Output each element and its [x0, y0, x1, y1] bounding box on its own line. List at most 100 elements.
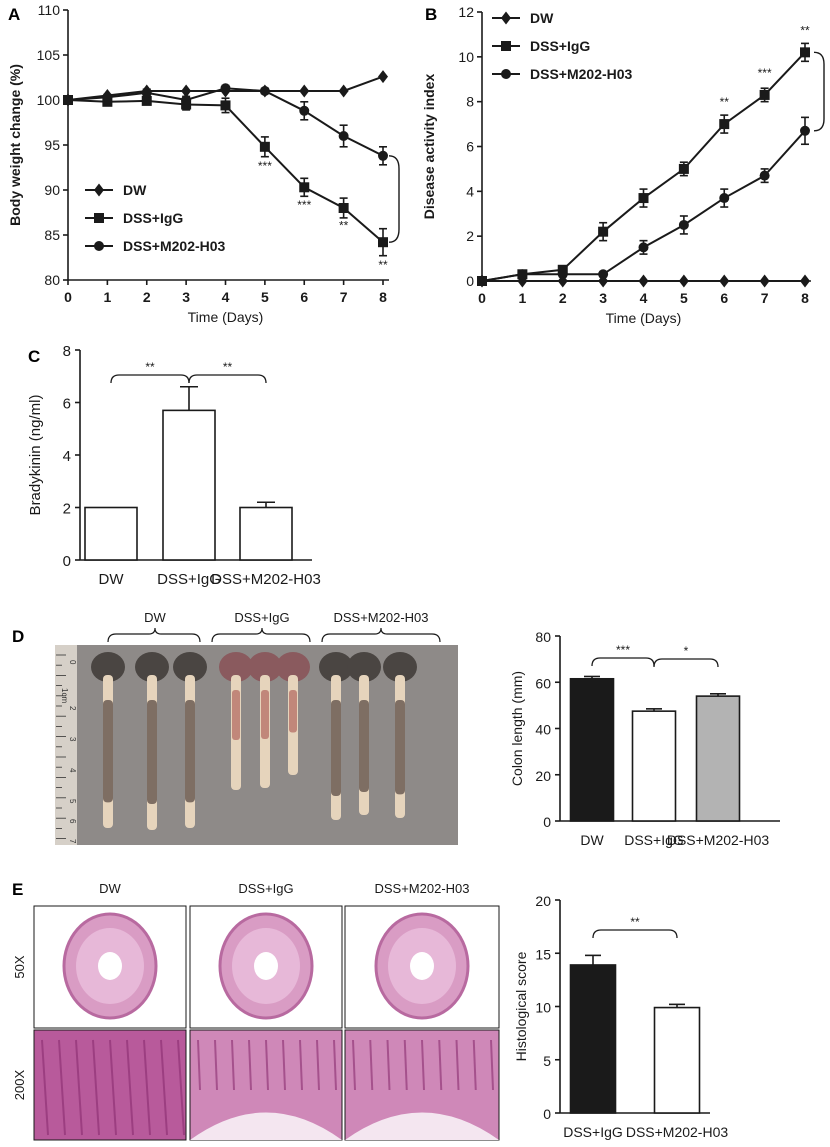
y-tick-label: 0 [466, 273, 474, 289]
diamond-marker [299, 84, 310, 98]
square-marker [638, 193, 649, 204]
crypt [455, 1039, 460, 1091]
y-tick-label: 15 [535, 946, 551, 962]
ruler-number: 0 [68, 660, 77, 665]
x-axis-title: Time (Days) [188, 309, 264, 325]
square-marker [378, 237, 388, 248]
circle-marker [259, 86, 270, 96]
y-tick-label: 6 [63, 396, 71, 413]
y-tick-label: 10 [458, 49, 474, 65]
group-bracket [211, 627, 311, 643]
crypt [126, 1039, 134, 1136]
fecal-content [147, 700, 157, 804]
y-tick-label: 95 [44, 137, 60, 153]
bar [84, 506, 138, 561]
significance-label: ** [378, 258, 388, 272]
circle-marker [678, 219, 689, 230]
fecal-content [359, 700, 369, 792]
panel-label-e: E [12, 880, 23, 899]
x-tick-label: 6 [300, 289, 308, 305]
square-marker [678, 163, 689, 174]
diamond-marker [501, 11, 511, 25]
x-tick-label: 8 [379, 289, 387, 305]
x-tick-label: 7 [340, 289, 348, 305]
x-tick-label: 3 [182, 289, 190, 305]
crypt [109, 1039, 117, 1136]
lumen [98, 952, 122, 980]
significance-bracket [653, 658, 719, 668]
significance-bracket [592, 929, 678, 939]
x-tick-label: DSS+IgG [157, 571, 221, 588]
y-tick-label: 10 [535, 1000, 551, 1016]
inflamed-segment [289, 690, 297, 733]
bar [239, 506, 293, 561]
circle-marker [299, 105, 310, 116]
diamond-marker [800, 274, 810, 288]
circle-marker [501, 69, 511, 79]
lumen-area [345, 1112, 499, 1140]
crypt [333, 1039, 337, 1091]
y-tick-label: 5 [543, 1053, 551, 1069]
square-marker [759, 89, 770, 100]
diamond-marker [678, 274, 689, 288]
colon-specimens [91, 652, 417, 830]
x-tick-label: 8 [801, 290, 809, 306]
significance-label: ** [720, 95, 730, 109]
x-tick-label: 1 [518, 290, 526, 306]
x-tick-label: 7 [761, 290, 769, 306]
crypt [472, 1039, 477, 1091]
y-tick-label: 80 [44, 272, 60, 288]
column-label: DW [99, 881, 121, 896]
fecal-content [103, 700, 113, 803]
crypt [369, 1039, 374, 1091]
diamond-marker [94, 183, 104, 197]
y-axis-title: Body weight change (%) [7, 64, 23, 226]
ruler-ticks: 0 2 3 4 5 6 7 [56, 654, 77, 844]
significance-label: ** [223, 360, 233, 374]
significance-bracket [110, 374, 190, 384]
circle-marker [759, 170, 770, 181]
panel-label-b: B [425, 5, 437, 24]
crypt [143, 1039, 151, 1136]
group-bracket [107, 627, 201, 643]
x-tick-label: 4 [640, 290, 648, 306]
significance-label: *** [758, 66, 772, 80]
series-dss-m202-h03 [477, 116, 810, 286]
y-tick-label: 85 [44, 227, 60, 243]
diamond-marker [759, 274, 770, 288]
cecum [383, 652, 417, 682]
column-label: DSS+IgG [238, 881, 293, 896]
square-marker [94, 213, 104, 223]
y-tick-label: 105 [37, 47, 61, 63]
y-tick-label: 0 [63, 553, 71, 570]
significance-bracket [591, 657, 655, 667]
ruler-number: 4 [68, 768, 77, 773]
square-marker [501, 41, 511, 51]
ruler-number: 7 [68, 839, 77, 844]
y-tick-label: 80 [535, 629, 551, 645]
significance-label: *** [258, 159, 272, 173]
y-axis-title: Bradykinin (ng/ml) [27, 395, 44, 516]
diamond-marker [181, 84, 192, 98]
histology-grid: DW DSS+IgG DSS+M202-H03 50X 200X [12, 881, 500, 1141]
chart-e: 0 5 10 15 20 Histological score DSS+IgG DSS+M20… [513, 893, 728, 1140]
cecum [347, 652, 381, 682]
crypt [41, 1039, 49, 1136]
row-label: 50X [12, 955, 27, 978]
x-tick-label: 1 [103, 289, 111, 305]
x-axis-title: Time (Days) [606, 310, 682, 326]
chart-d: 0 20 40 60 80 Colon length (mm) DW DSS+IgGDSS+M… [509, 629, 780, 848]
y-tick-label: 2 [466, 228, 474, 244]
x-tick-label: 2 [143, 289, 151, 305]
legend-entry: DSS+IgG [530, 38, 590, 54]
crypt [282, 1039, 286, 1091]
ruler-unit-label: 1cm [60, 688, 69, 703]
crypt [421, 1039, 425, 1091]
y-tick-label: 60 [535, 675, 551, 691]
crypt [75, 1039, 83, 1136]
significance-label: * [684, 644, 689, 658]
significance-bracket [813, 51, 825, 132]
chart-a: 80 85 90 95 100 105 110 0 1 2 3 4 5 6 7 8 Time (Days) Bod… [7, 2, 400, 325]
